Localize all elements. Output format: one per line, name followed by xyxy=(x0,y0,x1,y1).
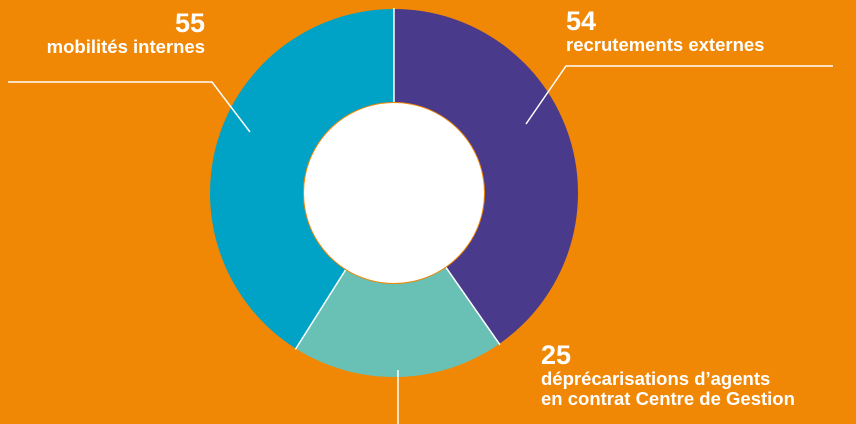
donut-hole xyxy=(304,103,484,283)
text-deprecarisations-line2: en contrat Centre de Gestion xyxy=(541,388,795,410)
text-deprecarisations-line1: déprécarisations d’agents xyxy=(541,368,771,389)
label-mobilites-internes: 55 mobilités internes xyxy=(0,10,205,57)
leader-line-recrutements xyxy=(525,65,833,125)
leader-line-mobilites xyxy=(8,81,251,133)
slice-recrutements-externes xyxy=(394,9,579,344)
slice-deprecarisations xyxy=(295,267,500,377)
value-deprecarisations: 25 xyxy=(541,340,572,370)
slice-separator xyxy=(294,269,347,350)
value-recrutements-externes: 54 xyxy=(566,6,597,36)
text-mobilites-internes: mobilités internes xyxy=(46,36,205,57)
text-recrutements-externes: recrutements externes xyxy=(566,34,765,55)
slice-separator xyxy=(445,267,501,346)
label-recrutements-externes: 54 recrutements externes xyxy=(566,8,764,55)
label-deprecarisations: 25 déprécarisations d’agents en contrat … xyxy=(541,342,795,410)
value-mobilites-internes: 55 xyxy=(174,8,205,38)
slice-mobilites-internes xyxy=(209,9,394,349)
